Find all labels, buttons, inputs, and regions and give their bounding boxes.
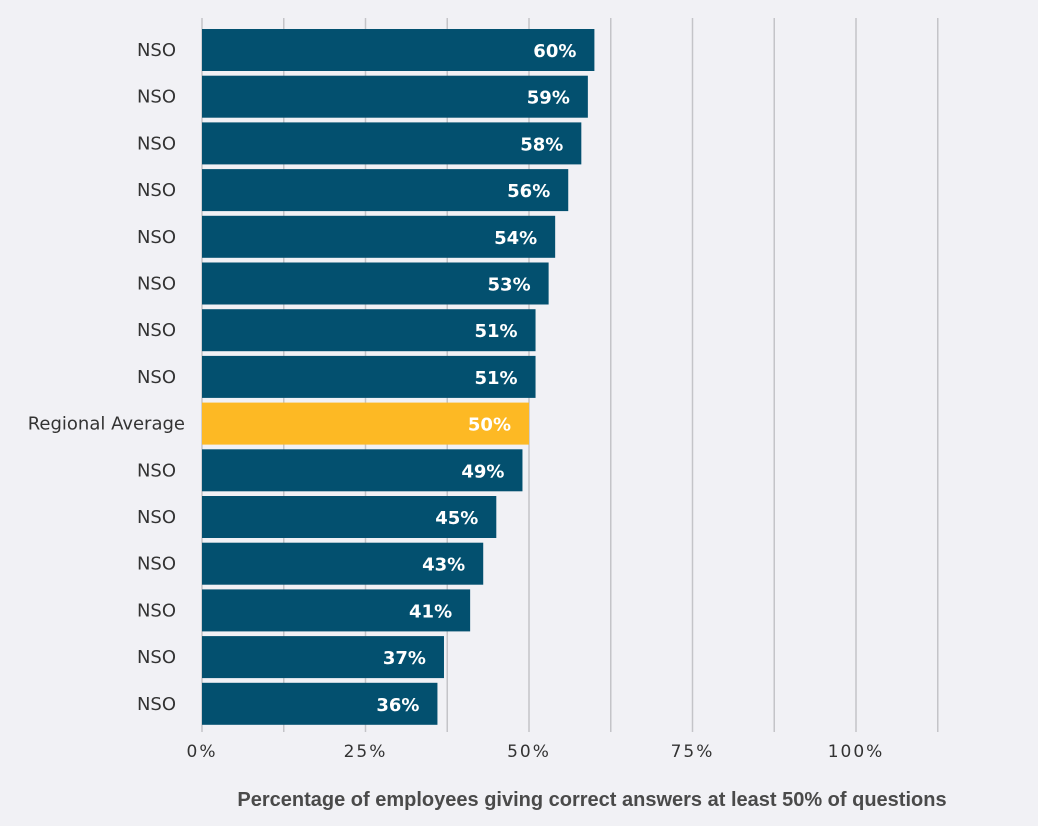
bar	[202, 169, 569, 212]
x-tick-label: 75%	[671, 742, 715, 762]
category-labels: NSO NSO NSO NSO NSO NSO NSO NSO Regional Average…	[28, 40, 185, 715]
bar-regional-average	[202, 402, 529, 445]
bars	[202, 29, 595, 725]
bar-value-label: 43%	[422, 555, 465, 576]
category-label: NSO	[137, 180, 176, 201]
category-label: NSO	[137, 600, 176, 621]
category-label: NSO	[137, 507, 176, 528]
bar-value-label: 60%	[533, 41, 576, 62]
bar	[202, 355, 536, 398]
bar-value-label: 49%	[461, 461, 504, 482]
x-axis-tick-labels: 0% 25% 50% 75% 100%	[187, 742, 885, 762]
bar	[202, 542, 484, 585]
category-label: NSO	[137, 274, 176, 295]
bar	[202, 262, 549, 305]
category-label: Regional Average	[28, 414, 185, 435]
value-labels: 60% 59% 58% 56% 54% 53% 51% 51% 50% 49% 45% 43% 41% 3…	[376, 41, 576, 716]
bar-value-label: 37%	[383, 648, 426, 669]
bar	[202, 496, 497, 538]
bar-value-label: 51%	[474, 368, 517, 389]
category-label: NSO	[137, 133, 176, 154]
x-tick-label: 50%	[507, 742, 551, 762]
bar-value-label: 54%	[494, 228, 537, 249]
bar	[202, 75, 588, 118]
category-label: NSO	[137, 460, 176, 481]
bar	[202, 589, 471, 632]
category-label: NSO	[137, 227, 176, 248]
bar-value-label: 36%	[376, 695, 419, 716]
category-label: NSO	[137, 554, 176, 575]
bar-value-label: 59%	[527, 88, 570, 109]
bar-value-label: 56%	[507, 181, 550, 202]
x-tick-label: 0%	[187, 742, 218, 762]
category-label: NSO	[137, 40, 176, 61]
x-tick-label: 100%	[828, 742, 885, 762]
category-label: NSO	[137, 367, 176, 388]
category-label: NSO	[137, 320, 176, 341]
bar	[202, 682, 438, 725]
bar-value-label: 58%	[520, 134, 563, 155]
bar-value-label: 45%	[435, 508, 478, 529]
category-label: NSO	[137, 647, 176, 668]
bar	[202, 122, 582, 165]
bar	[202, 29, 595, 71]
bar-value-label: 50%	[468, 415, 511, 436]
bar	[202, 309, 536, 352]
x-tick-label: 25%	[344, 742, 388, 762]
bar	[202, 215, 556, 258]
category-label: NSO	[137, 694, 176, 715]
bar	[202, 636, 444, 679]
x-axis-label: Percentage of employees giving correct a…	[237, 789, 946, 811]
bar-value-label: 53%	[488, 275, 531, 296]
bar-value-label: 51%	[474, 321, 517, 342]
bar	[202, 449, 523, 492]
bar-value-label: 41%	[409, 601, 452, 622]
category-label: NSO	[137, 87, 176, 108]
